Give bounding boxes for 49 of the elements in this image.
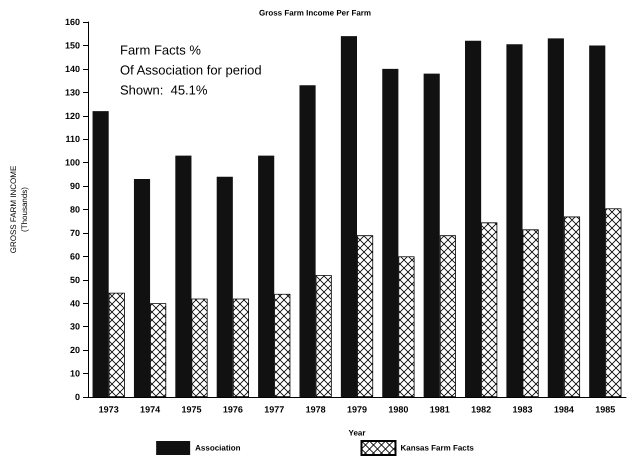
x-tick-label: 1980	[388, 404, 408, 414]
x-tick-label: 1975	[181, 404, 202, 414]
y-tick-label: 140	[64, 64, 80, 74]
legend-label: Kansas Farm Facts	[400, 444, 474, 452]
x-tick-label: 1983	[512, 404, 533, 414]
y-tick-label: 160	[64, 17, 80, 27]
bar	[216, 176, 233, 397]
x-tick-label: 1978	[306, 404, 326, 414]
x-axis-title: Year	[348, 428, 366, 438]
bar	[506, 44, 523, 397]
x-tick-label: 1982	[471, 404, 492, 414]
x-tick-label: 1984	[554, 404, 574, 414]
x-tick-label: 1973	[98, 404, 119, 414]
y-tick-label: 90	[70, 181, 80, 192]
y-tick-label: 50	[70, 274, 80, 285]
bar	[382, 68, 398, 397]
y-tick-label: 110	[65, 134, 80, 144]
y-tick-label: 10	[70, 368, 80, 379]
y-tick-label: 130	[64, 87, 80, 98]
bar	[589, 45, 606, 397]
bar	[299, 85, 316, 397]
y-tick-label: 70	[70, 228, 80, 238]
y-tick-label: 80	[70, 204, 80, 214]
x-tick-label: 1981	[430, 404, 450, 414]
y-tick-label: 100	[64, 158, 80, 168]
x-tick-label: 1974	[140, 404, 160, 414]
bar	[258, 156, 274, 397]
y-tick-label: 20	[70, 345, 80, 356]
chart-title: Gross Farm Income Per Farm	[258, 8, 372, 18]
bar	[465, 40, 482, 397]
x-tick-label: 1985	[595, 404, 616, 414]
y-tick-label: 60	[70, 251, 80, 262]
bar	[548, 38, 564, 397]
y-tick-label: 40	[70, 298, 80, 308]
bar	[340, 36, 357, 397]
y-tick-label: 150	[64, 40, 80, 50]
y-tick-label: 30	[70, 322, 80, 332]
y-tick-label: 120	[64, 110, 80, 121]
bar	[134, 179, 150, 397]
bar	[175, 156, 192, 397]
y-axis-title: GROSS FARM INCOME (Thousands)	[9, 166, 29, 254]
bar	[424, 74, 440, 397]
bar	[92, 111, 109, 397]
annotation: Farm Facts % Of Association for period Shown: 45.1%	[120, 42, 262, 98]
legend-label: Association	[195, 444, 241, 452]
x-tick-label: 1976	[222, 404, 243, 414]
x-tick-label: 1979	[346, 404, 368, 414]
y-tick-label: 0	[74, 392, 80, 402]
x-tick-label: 1977	[264, 404, 284, 414]
